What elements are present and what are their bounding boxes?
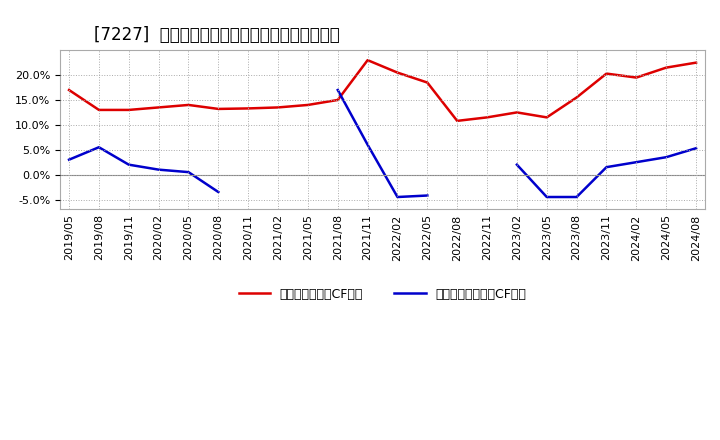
有利子負債営業CF比率 [274,105,282,110]
有利子負債フリーCF比率 [125,162,133,167]
有利子負債営業CF比率 [423,80,432,85]
有利子負債営業CF比率 [692,60,701,65]
有利子負債フリーCF比率 [154,167,163,172]
有利子負債営業CF比率 [542,115,551,120]
有利子負債営業CF比率 [125,107,133,113]
有利子負債フリーCF比率 [94,145,103,150]
有利子負債営業CF比率 [184,103,193,108]
Legend: 有利子負債営業CF比率, 有利子負債フリーCF比率: 有利子負債営業CF比率, 有利子負債フリーCF比率 [233,282,531,306]
有利子負債営業CF比率 [244,106,253,111]
有利子負債フリーCF比率 [214,189,222,194]
有利子負債営業CF比率 [632,75,641,80]
Line: 有利子負債営業CF比率: 有利子負債営業CF比率 [69,60,696,121]
Text: [7227]  有利子負債キャッシュフロー比率の推移: [7227] 有利子負債キャッシュフロー比率の推移 [94,26,339,44]
有利子負債営業CF比率 [482,115,491,120]
有利子負債営業CF比率 [662,65,670,70]
有利子負債フリーCF比率 [65,157,73,162]
有利子負債フリーCF比率 [184,169,193,175]
有利子負債営業CF比率 [393,70,402,75]
有利子負債営業CF比率 [333,97,342,103]
有利子負債営業CF比率 [65,88,73,93]
有利子負債営業CF比率 [572,95,581,100]
有利子負債営業CF比率 [513,110,521,115]
有利子負債営業CF比率 [602,71,611,76]
Line: 有利子負債フリーCF比率: 有利子負債フリーCF比率 [69,147,218,192]
有利子負債営業CF比率 [154,105,163,110]
有利子負債営業CF比率 [453,118,462,124]
有利子負債営業CF比率 [364,58,372,63]
有利子負債営業CF比率 [304,103,312,108]
有利子負債営業CF比率 [214,106,222,112]
有利子負債営業CF比率 [94,107,103,113]
